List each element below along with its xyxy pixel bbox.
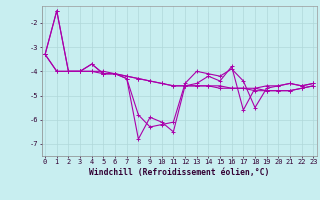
X-axis label: Windchill (Refroidissement éolien,°C): Windchill (Refroidissement éolien,°C) [89,168,269,177]
